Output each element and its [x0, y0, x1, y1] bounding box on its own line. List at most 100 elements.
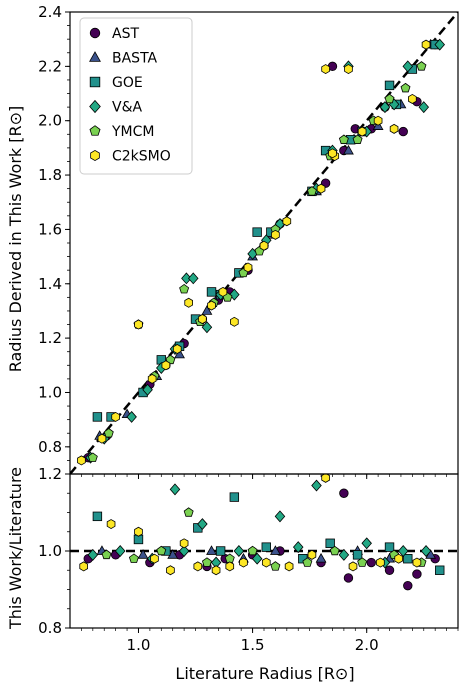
data-point	[97, 433, 107, 444]
data-point	[398, 126, 408, 137]
data-point	[126, 410, 137, 423]
legend-marker	[89, 125, 101, 136]
data-point	[418, 101, 430, 114]
data-point	[183, 507, 194, 517]
data-point	[316, 183, 326, 194]
data-point	[352, 550, 363, 560]
data-point	[128, 553, 139, 563]
data-point	[261, 557, 271, 568]
y-tick-label: 1.8	[38, 166, 62, 184]
data-point	[269, 545, 281, 555]
data-point	[166, 565, 175, 576]
data-point	[259, 240, 269, 251]
data-point	[207, 300, 216, 311]
data-point	[376, 557, 385, 568]
bottom-series-goe	[92, 492, 445, 575]
legend-marker	[89, 99, 101, 114]
x-tick-label: 1.5	[241, 636, 265, 654]
data-point	[321, 474, 330, 483]
data-point	[92, 511, 103, 522]
data-point	[384, 542, 395, 552]
data-point	[343, 573, 354, 583]
data-point	[384, 80, 395, 91]
data-point	[315, 552, 327, 563]
data-point	[366, 557, 376, 568]
data-point	[403, 554, 413, 564]
data-point	[311, 479, 322, 492]
data-point	[348, 561, 358, 572]
data-point	[233, 545, 245, 557]
bottom-panel: 0.8 1.0 1.2 1.0 1.5 2.0	[38, 465, 459, 654]
data-point	[270, 561, 281, 571]
y-tick-label: 1.2	[38, 329, 62, 347]
data-point	[261, 542, 271, 552]
data-point	[156, 545, 167, 556]
data-point	[184, 297, 193, 308]
data-point	[179, 283, 190, 294]
data-point	[201, 305, 213, 315]
data-point	[344, 64, 353, 75]
data-point	[103, 428, 114, 438]
data-point	[394, 553, 403, 564]
data-point	[400, 82, 411, 93]
legend-label: YMCM	[111, 124, 155, 140]
data-point	[416, 61, 427, 71]
data-point	[357, 557, 368, 567]
data-point	[247, 545, 258, 556]
data-point	[361, 537, 372, 550]
data-point	[435, 565, 445, 575]
y-tick-label: 2.0	[38, 112, 62, 130]
top-series-ymcm	[87, 61, 427, 462]
data-point	[352, 134, 363, 144]
data-point	[412, 569, 422, 579]
legend-marker	[89, 51, 101, 62]
data-point	[147, 373, 157, 384]
data-point	[329, 545, 340, 556]
data-point	[343, 144, 354, 155]
legend-marker	[89, 27, 101, 39]
legend-label: C2kSMO	[112, 149, 171, 165]
data-point	[87, 452, 98, 462]
legend: AST BASTA GOE V&A YMCM C2kSMO	[79, 17, 193, 175]
legend-label: BASTA	[112, 51, 158, 67]
bottom-series-va	[87, 479, 432, 569]
bottom-y-axis-label: This Work/Literature	[6, 467, 25, 630]
data-point	[161, 360, 171, 371]
data-point	[321, 64, 330, 75]
data-point	[206, 545, 217, 555]
data-point	[338, 134, 349, 144]
data-point	[274, 510, 286, 523]
data-point	[302, 557, 313, 567]
x-tick-label: 1.0	[127, 636, 151, 654]
data-point	[193, 561, 203, 572]
y-tick-label: 1.4	[38, 275, 62, 293]
x-tick-label: 2.0	[355, 636, 379, 654]
data-point	[397, 545, 409, 557]
data-point	[187, 272, 199, 285]
y-tick-label: 1.0	[38, 383, 62, 401]
legend-label: GOE	[112, 75, 143, 91]
y-tick-label: 0.8	[38, 619, 62, 637]
data-point	[421, 39, 431, 50]
data-point	[284, 561, 294, 572]
top-y-axis-label: Radius Derived in This Work [R⊙]	[6, 106, 25, 373]
bottom-series-ymcm	[101, 507, 427, 571]
data-point	[307, 549, 317, 560]
data-point	[77, 455, 86, 466]
data-point	[271, 229, 280, 240]
data-point	[325, 538, 335, 549]
data-point	[172, 344, 182, 354]
data-point	[137, 549, 149, 559]
data-point	[215, 546, 226, 556]
data-point	[198, 314, 207, 325]
data-point	[181, 272, 192, 285]
data-point	[142, 383, 153, 396]
data-point	[150, 553, 159, 564]
legend-marker	[89, 76, 101, 88]
data-point	[229, 492, 240, 502]
y-tick-label: 2.2	[38, 57, 62, 75]
data-point	[230, 316, 239, 327]
data-point	[412, 557, 422, 568]
top-plot-area	[70, 12, 458, 474]
